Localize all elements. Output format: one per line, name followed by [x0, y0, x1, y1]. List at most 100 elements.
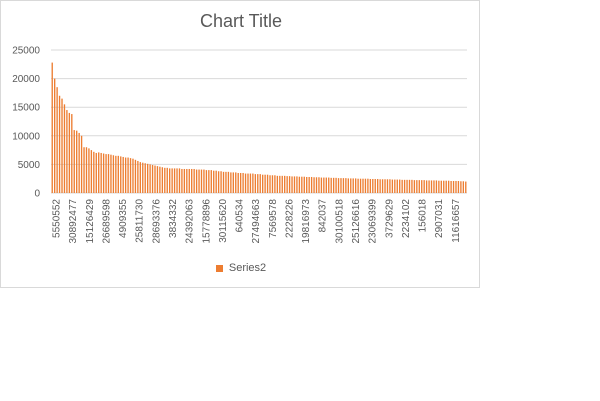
bar: [58, 95, 61, 193]
bar: [276, 175, 279, 193]
x-tick-label: 11616657: [451, 199, 462, 243]
bar: [433, 180, 435, 193]
bar: [364, 178, 367, 193]
bar: [173, 168, 176, 193]
bar: [350, 178, 352, 193]
bar: [264, 174, 266, 193]
bar: [301, 176, 303, 193]
bar: [186, 168, 188, 193]
bar: [381, 179, 384, 193]
bar: [227, 171, 230, 193]
bar: [284, 175, 286, 193]
bar: [161, 167, 164, 193]
x-tick-label: 15126429: [85, 199, 96, 244]
bar: [372, 178, 374, 193]
bar: [51, 62, 53, 193]
bar: [110, 154, 112, 193]
bar: [151, 164, 154, 193]
bar: [183, 168, 186, 193]
bar: [249, 173, 252, 193]
bar: [188, 168, 190, 193]
bar: [374, 178, 376, 193]
bar: [435, 180, 438, 193]
bar: [291, 176, 293, 193]
bar: [137, 160, 139, 193]
bar: [78, 132, 80, 193]
bar: [166, 167, 168, 193]
x-tick-label: 7569578: [268, 199, 279, 238]
bar: [208, 170, 210, 193]
bar: [232, 172, 234, 193]
bar: [120, 156, 122, 193]
bar: [310, 176, 313, 193]
bar: [440, 180, 442, 193]
bar: [421, 180, 423, 193]
bar: [389, 179, 391, 193]
bar: [462, 181, 465, 193]
bar: [254, 174, 257, 193]
x-tick-label: 2234102: [401, 199, 412, 238]
x-tick-label: 2228226: [284, 199, 295, 238]
bar: [377, 178, 379, 193]
bar: [425, 180, 428, 193]
bar: [76, 130, 78, 193]
bar: [132, 158, 134, 193]
x-tick-label: 23069399: [368, 199, 379, 244]
bar: [122, 156, 124, 193]
chart-title: Chart Title: [199, 11, 283, 31]
bar: [288, 176, 291, 193]
bar: [83, 147, 85, 193]
bar: [457, 180, 460, 193]
y-tick-label: 15000: [12, 103, 40, 114]
bar: [399, 179, 401, 193]
x-tick-label: 156018: [418, 199, 429, 233]
bar: [222, 171, 225, 193]
bar: [281, 175, 283, 193]
bar-chart: 0 5000 10000 15000 20000 25000 5550552 30892477…: [12, 46, 467, 244]
bar: [198, 169, 200, 193]
bar: [68, 112, 71, 193]
bar: [217, 171, 220, 193]
bar: [335, 177, 337, 193]
bar: [247, 173, 249, 193]
bar: [95, 152, 97, 193]
bar: [244, 173, 247, 193]
bar: [225, 171, 227, 193]
bar: [127, 157, 129, 193]
bar: [452, 180, 455, 193]
bar: [306, 176, 308, 193]
bar: [332, 177, 335, 193]
x-tick-label: 24392063: [185, 199, 196, 244]
bar: [262, 174, 264, 193]
bar: [406, 179, 408, 193]
bar: [134, 159, 137, 193]
bar: [210, 170, 212, 193]
bar: [195, 169, 198, 193]
x-tick-label: 3834332: [168, 199, 179, 238]
bar: [443, 180, 445, 193]
bar: [325, 177, 327, 193]
bar: [455, 180, 457, 193]
bar: [362, 178, 364, 193]
bar: [252, 173, 254, 193]
bar: [156, 166, 159, 193]
bar: [149, 164, 151, 193]
x-tick-label: 26689598: [101, 199, 112, 244]
bar: [330, 177, 332, 193]
bar: [337, 178, 340, 193]
x-tick-label: 2907031: [434, 199, 445, 238]
x-tick-label: 842037: [318, 199, 329, 233]
bar: [80, 135, 83, 193]
bar: [112, 155, 115, 193]
bar: [107, 154, 110, 193]
bar: [191, 168, 193, 193]
bar: [54, 78, 56, 193]
bar: [98, 152, 100, 193]
bar: [230, 172, 232, 193]
bar: [205, 170, 208, 193]
bar: [90, 150, 93, 193]
x-tick-label: 25811730: [135, 199, 146, 243]
bar: [213, 170, 215, 193]
bar: [56, 87, 58, 193]
x-tick-label: 27494663: [251, 199, 262, 244]
